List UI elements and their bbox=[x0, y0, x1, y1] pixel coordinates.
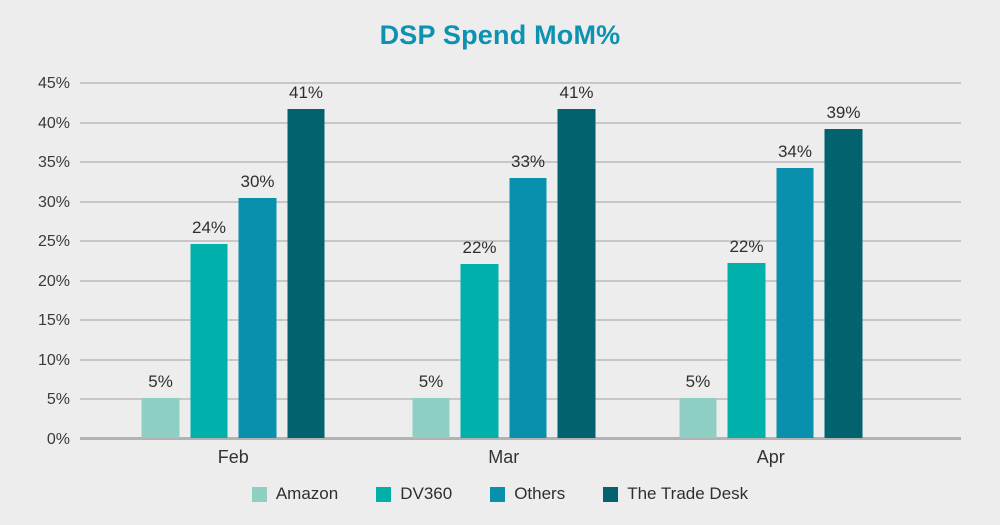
legend-swatch-dv360 bbox=[376, 486, 392, 502]
gridline-40 bbox=[80, 121, 961, 124]
bar-mar-dv360 bbox=[460, 263, 499, 438]
legend-item-dv360: DV360 bbox=[376, 484, 452, 504]
bar-value-label-apr-dv360: 22% bbox=[729, 237, 764, 257]
bar-col-apr-amazon: 5% bbox=[679, 82, 717, 438]
gridline-45 bbox=[80, 82, 961, 84]
legend-label-the-trade-desk: The Trade Desk bbox=[627, 484, 749, 503]
y-tick-label-15: 15% bbox=[37, 312, 70, 330]
bar-col-apr-others: 34% bbox=[776, 82, 814, 438]
bar-feb-dv360 bbox=[190, 244, 228, 438]
bar-col-mar-dv360: 22% bbox=[460, 82, 499, 438]
y-tick-label-0: 0% bbox=[46, 431, 70, 448]
chart-title: DSP Spend MoM% bbox=[379, 20, 621, 50]
legend-item-amazon: Amazon bbox=[251, 484, 339, 504]
bar-feb-the-trade-desk bbox=[287, 108, 325, 438]
bar-apr-dv360 bbox=[727, 263, 766, 438]
y-tick-label-20: 20% bbox=[37, 272, 70, 290]
bar-col-feb-others: 30% bbox=[238, 82, 277, 438]
bar-value-label-apr-others: 34% bbox=[777, 142, 812, 162]
bar-feb-others bbox=[238, 197, 277, 438]
legend-item-others: Others bbox=[490, 484, 565, 504]
bar-col-feb-amazon: 5% bbox=[141, 82, 180, 438]
bar-value-label-mar-amazon: 5% bbox=[418, 372, 444, 392]
y-tick-label-45: 45% bbox=[37, 75, 70, 92]
bar-value-label-feb-the-trade-desk: 41% bbox=[289, 82, 324, 102]
chart-legend: Amazon DV360 Others The Trade Desk bbox=[0, 484, 1000, 504]
bar-value-label-mar-others: 33% bbox=[510, 151, 546, 171]
legend-swatch-the-trade-desk bbox=[603, 486, 619, 502]
bar-group-apr: 5% 22% 34% 39% bbox=[679, 82, 863, 438]
x-tick-label-apr: Apr bbox=[756, 447, 785, 467]
x-tick-label-mar: Mar bbox=[488, 447, 520, 467]
bar-col-apr-dv360: 22% bbox=[727, 82, 766, 438]
bar-value-label-apr-amazon: 5% bbox=[685, 372, 711, 392]
bar-apr-amazon bbox=[679, 398, 717, 438]
legend-item-the-trade-desk: The Trade Desk bbox=[603, 484, 748, 504]
x-tick-label-feb: Feb bbox=[217, 447, 249, 467]
bar-value-label-feb-dv360: 24% bbox=[192, 218, 227, 238]
legend-label-amazon: Amazon bbox=[275, 484, 339, 503]
y-tick-label-5: 5% bbox=[46, 391, 70, 409]
plot-area: 0% 5% 10% 15% 20% 25% 30% 35% 40% 45% 5% 24% 30% 41% F… bbox=[38, 75, 961, 467]
bar-col-apr-the-trade-desk: 39% bbox=[824, 82, 863, 438]
bar-col-mar-amazon: 5% bbox=[412, 82, 450, 438]
bar-value-label-feb-amazon: 5% bbox=[148, 372, 173, 392]
bar-value-label-feb-others: 30% bbox=[240, 171, 275, 191]
bar-apr-the-trade-desk bbox=[824, 128, 863, 438]
bar-col-feb-the-trade-desk: 41% bbox=[287, 82, 325, 438]
bar-col-feb-dv360: 24% bbox=[190, 82, 228, 438]
bar-feb-amazon bbox=[141, 398, 180, 438]
y-tick-label-10: 10% bbox=[37, 351, 70, 369]
bar-mar-others bbox=[509, 177, 547, 438]
bar-value-label-apr-the-trade-desk: 39% bbox=[826, 102, 861, 122]
legend-swatch-amazon bbox=[251, 486, 267, 502]
legend-label-dv360: DV360 bbox=[400, 484, 453, 503]
bar-apr-others bbox=[776, 168, 814, 438]
y-tick-label-25: 25% bbox=[37, 233, 70, 251]
y-tick-label-35: 35% bbox=[37, 154, 70, 172]
bar-mar-the-trade-desk bbox=[557, 108, 596, 438]
bar-col-mar-others: 33% bbox=[509, 82, 547, 438]
bar-group-feb: 5% 24% 30% 41% bbox=[141, 82, 325, 438]
bar-value-label-mar-the-trade-desk: 41% bbox=[559, 82, 594, 102]
bar-group-mar: 5% 22% 33% 41% bbox=[412, 82, 596, 438]
legend-swatch-others bbox=[490, 486, 506, 502]
bar-col-mar-the-trade-desk: 41% bbox=[557, 82, 596, 438]
y-tick-label-30: 30% bbox=[37, 193, 70, 211]
x-axis-baseline bbox=[80, 437, 961, 440]
bar-mar-amazon bbox=[412, 398, 450, 438]
legend-label-others: Others bbox=[514, 484, 566, 503]
gridline-35 bbox=[80, 161, 961, 164]
bar-value-label-mar-dv360: 22% bbox=[462, 237, 497, 257]
y-tick-label-40: 40% bbox=[37, 114, 70, 132]
